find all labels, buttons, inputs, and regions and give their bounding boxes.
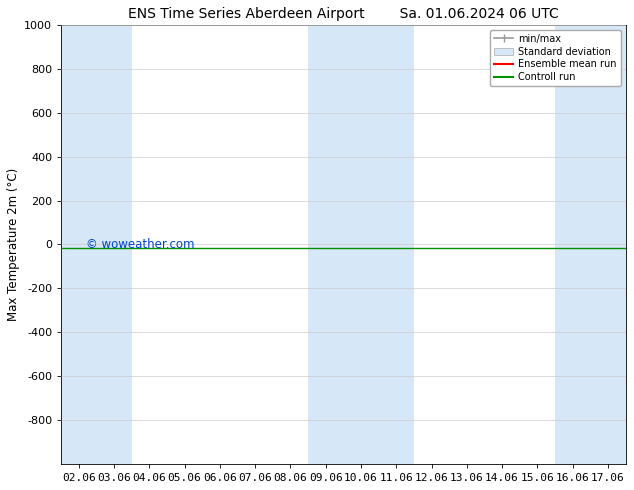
Bar (308, 25, 414, 464)
Y-axis label: Max Temperature 2m (°C): Max Temperature 2m (°C) (7, 168, 20, 321)
Text: © woweather.com: © woweather.com (86, 238, 195, 251)
Legend: min/max, Standard deviation, Ensemble mean run, Controll run: min/max, Standard deviation, Ensemble me… (490, 30, 621, 86)
Bar (61, 25, 132, 464)
Bar (555, 25, 634, 464)
Title: ENS Time Series Aberdeen Airport        Sa. 01.06.2024 06 UTC: ENS Time Series Aberdeen Airport Sa. 01.… (128, 7, 559, 21)
